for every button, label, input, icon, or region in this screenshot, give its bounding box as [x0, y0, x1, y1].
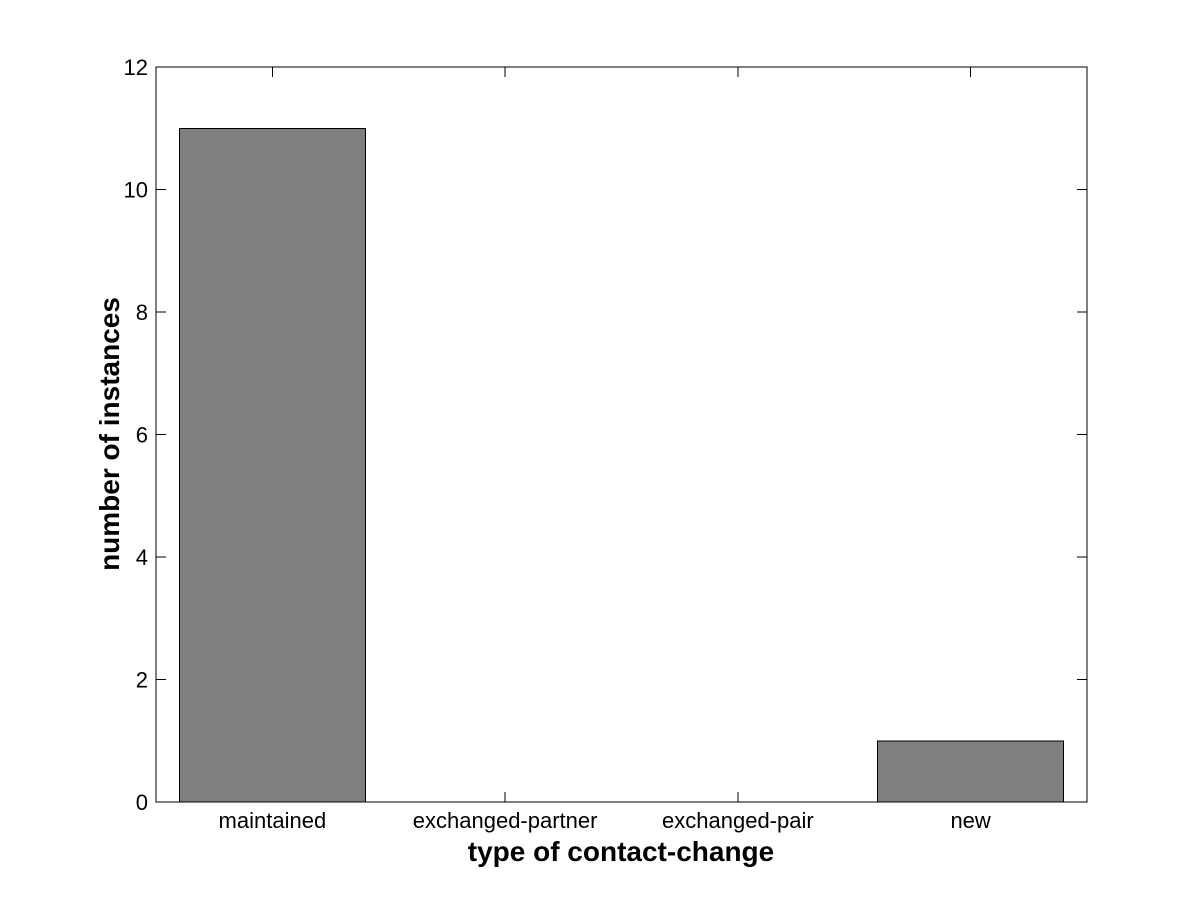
y-tick-label: 0 [136, 790, 148, 815]
x-tick-label: exchanged-partner [413, 808, 598, 833]
x-tick-label: exchanged-pair [662, 808, 814, 833]
y-tick-label: 6 [136, 423, 148, 448]
bar-new [877, 740, 1065, 803]
y-tick-label: 8 [136, 300, 148, 325]
x-tick-label: new [950, 808, 990, 833]
x-axis-label: type of contact-change [468, 836, 774, 867]
y-tick-label: 12 [124, 55, 148, 80]
tick-labels: 0 2 4 6 8 10 12 maintained exchanged-partner exch… [124, 55, 991, 833]
y-axis-label: number of instances [94, 297, 125, 571]
y-tick-label: 4 [136, 545, 148, 570]
plot-box [155, 66, 1088, 803]
y-tick-label: 10 [124, 178, 148, 203]
bar-maintained [178, 127, 366, 803]
bar-series [178, 127, 1065, 803]
x-tick-label: maintained [219, 808, 327, 833]
y-tick-label: 2 [136, 668, 148, 693]
